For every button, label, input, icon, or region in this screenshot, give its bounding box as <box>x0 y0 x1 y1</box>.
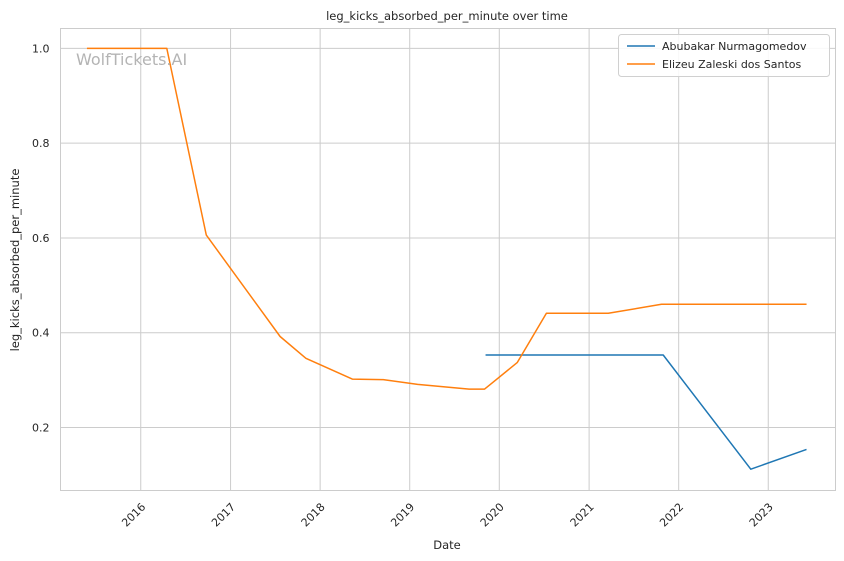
y-axis-title: leg_kicks_absorbed_per_minute <box>8 169 22 352</box>
legend-label-2: Elizeu Zaleski dos Santos <box>662 58 802 71</box>
x-tick-label: 2017 <box>209 501 238 530</box>
x-tick-label: 2023 <box>747 501 776 530</box>
y-tick-label: 0.2 <box>32 421 50 434</box>
x-tick-label: 2016 <box>119 501 148 530</box>
y-tick-label: 0.4 <box>32 327 50 340</box>
x-tick-label: 2021 <box>568 501 597 530</box>
x-tick-labels: 2016 2017 2018 2019 2020 2021 2022 2023 <box>119 501 776 530</box>
series-line-1 <box>485 354 807 470</box>
legend-box <box>618 34 830 77</box>
x-tick-label: 2022 <box>657 501 686 530</box>
chart-title: leg_kicks_absorbed_per_minute over time <box>326 9 568 23</box>
x-tick-label: 2020 <box>478 501 507 530</box>
x-tick-label: 2019 <box>388 501 417 530</box>
series-line-2 <box>86 47 807 390</box>
x-axis-title: Date <box>433 538 461 552</box>
y-tick-labels: 0.2 0.4 0.6 0.8 1.0 <box>32 42 50 434</box>
legend-label-1: Abubakar Nurmagomedov <box>662 40 807 53</box>
series-lines <box>86 47 807 470</box>
watermark: WolfTickets.AI <box>76 50 187 69</box>
plot-area-frame <box>60 28 836 491</box>
y-tick-label: 0.6 <box>32 232 50 245</box>
x-tick-label: 2018 <box>299 501 328 530</box>
y-tick-label: 0.8 <box>32 137 50 150</box>
legend: Abubakar Nurmagomedov Elizeu Zaleski dos … <box>618 34 830 77</box>
y-tick-label: 1.0 <box>32 42 50 55</box>
